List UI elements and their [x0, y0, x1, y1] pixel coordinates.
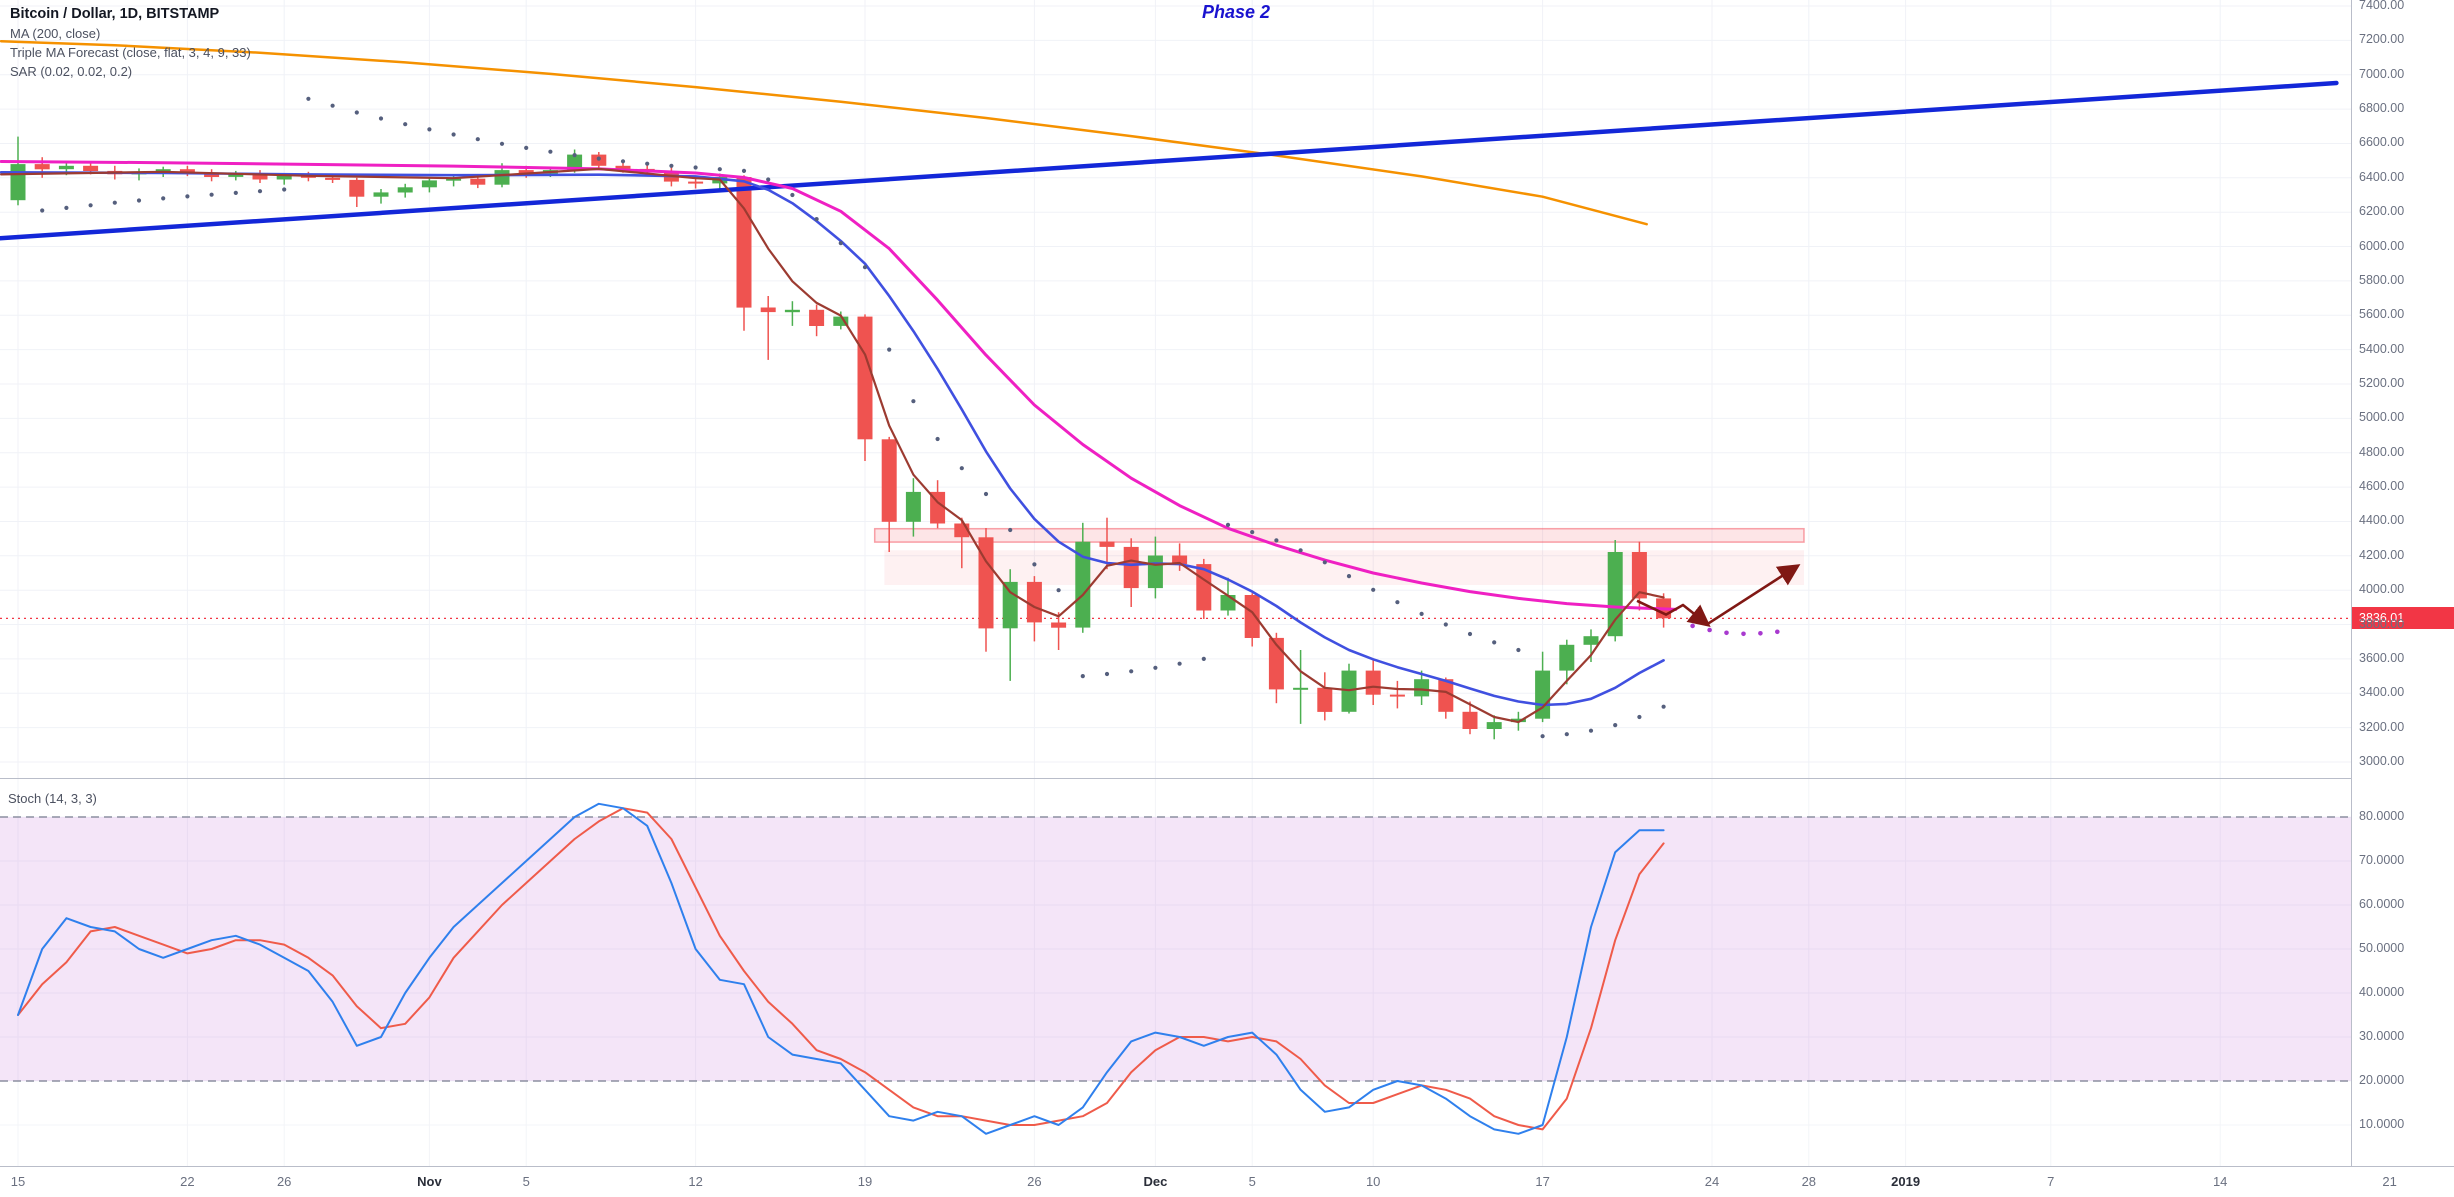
stoch-axis-label: 80.0000	[2359, 809, 2405, 823]
time-axis-label: Dec	[1143, 1174, 1168, 1189]
price-axis-label: 3400.00	[2359, 685, 2405, 700]
time-axis-label: 15	[10, 1174, 26, 1189]
stoch-axis-label: 50.0000	[2359, 941, 2405, 955]
stoch-axis-label: 10.0000	[2359, 1117, 2405, 1131]
price-axis-label: 6600.00	[2359, 135, 2405, 150]
legend-sar[interactable]: SAR (0.02, 0.02, 0.2)	[10, 64, 133, 79]
time-axis-label: 10	[1365, 1174, 1381, 1189]
time-axis-label: 21	[2382, 1174, 2397, 1189]
time-axis-label: 7	[2047, 1174, 2055, 1189]
time-axis-label: 12	[688, 1174, 703, 1189]
legend-ma200[interactable]: MA (200, close)	[10, 26, 101, 41]
legend: Bitcoin / Dollar, 1D, BITSTAMP MA (200, …	[10, 5, 251, 81]
time-axis-label: 5	[1248, 1174, 1256, 1189]
time-axis[interactable]: 15 22 26 Nov 5 12 19 26 Dec 5 10 17 24 28 2019 7 14 21	[0, 1166, 2454, 1197]
price-axis-label: 7200.00	[2359, 32, 2405, 47]
stoch-chart[interactable]	[0, 779, 2351, 1166]
time-axis-label: 5	[522, 1174, 530, 1189]
price-axis-label: 7000.00	[2359, 66, 2405, 81]
stoch-axis-label: 20.0000	[2359, 1073, 2405, 1087]
price-axis-label: 4000.00	[2359, 582, 2405, 597]
current-price-tag: 3836.01	[2352, 607, 2454, 629]
time-axis-label: 2019	[1891, 1174, 1921, 1189]
price-axis-label: 6800.00	[2359, 101, 2405, 116]
price-axis-label: 4200.00	[2359, 547, 2405, 562]
time-axis-label: 19	[857, 1174, 873, 1189]
price-axis-label: 5600.00	[2359, 307, 2405, 322]
price-axis-label: 5400.00	[2359, 341, 2405, 356]
price-axis[interactable]: 3836.01 7400.00 7200.00 7000.00 6800.00 6600…	[2351, 0, 2454, 1166]
stoch-axis-label: 40.0000	[2359, 985, 2405, 999]
stoch-axis-label: 30.0000	[2359, 1029, 2405, 1043]
time-axis-label: 22	[180, 1174, 195, 1189]
price-axis-label: 3200.00	[2359, 719, 2405, 734]
stoch-pane[interactable]: Stoch (14, 3, 3)	[0, 778, 2351, 1166]
symbol-title[interactable]: Bitcoin / Dollar, 1D, BITSTAMP	[10, 6, 220, 22]
price-axis-label: 6000.00	[2359, 238, 2405, 253]
price-axis-label: 3800.00	[2359, 616, 2405, 631]
time-axis-label: Nov	[417, 1174, 442, 1189]
price-axis-label: 5000.00	[2359, 410, 2405, 425]
phase2-annotation[interactable]: Phase 2	[1201, 2, 1271, 22]
price-axis-label: 6200.00	[2359, 204, 2405, 219]
time-axis-label: 24	[1704, 1174, 1720, 1189]
price-axis-label: 7400.00	[2359, 0, 2405, 12]
legend-triple-ma[interactable]: Triple MA Forecast (close, flat, 3, 4, 9…	[10, 45, 251, 60]
price-axis-label: 4800.00	[2359, 444, 2405, 459]
price-axis-label: 5200.00	[2359, 376, 2405, 390]
stoch-indicator-label[interactable]: Stoch (14, 3, 3)	[8, 791, 97, 806]
time-axis-label: 26	[1027, 1174, 1042, 1189]
time-axis-label: 17	[1535, 1174, 1550, 1189]
time-axis-label: 28	[1801, 1174, 1817, 1189]
price-axis-label: 3000.00	[2359, 754, 2405, 768]
time-axis-label: 14	[2212, 1174, 2228, 1189]
price-axis-label: 4600.00	[2359, 479, 2405, 494]
candlestick-chart[interactable]	[0, 0, 2351, 778]
price-axis-label: 4400.00	[2359, 513, 2405, 528]
price-axis-label: 5800.00	[2359, 272, 2405, 287]
stoch-axis-label: 60.0000	[2359, 897, 2405, 911]
main-chart-pane[interactable]: Bitcoin / Dollar, 1D, BITSTAMP MA (200, …	[0, 0, 2351, 778]
price-axis-label: 3600.00	[2359, 650, 2405, 665]
price-axis-label: 6400.00	[2359, 169, 2405, 184]
time-axis-label: 26	[276, 1174, 292, 1189]
stoch-axis-label: 70.0000	[2359, 853, 2405, 867]
